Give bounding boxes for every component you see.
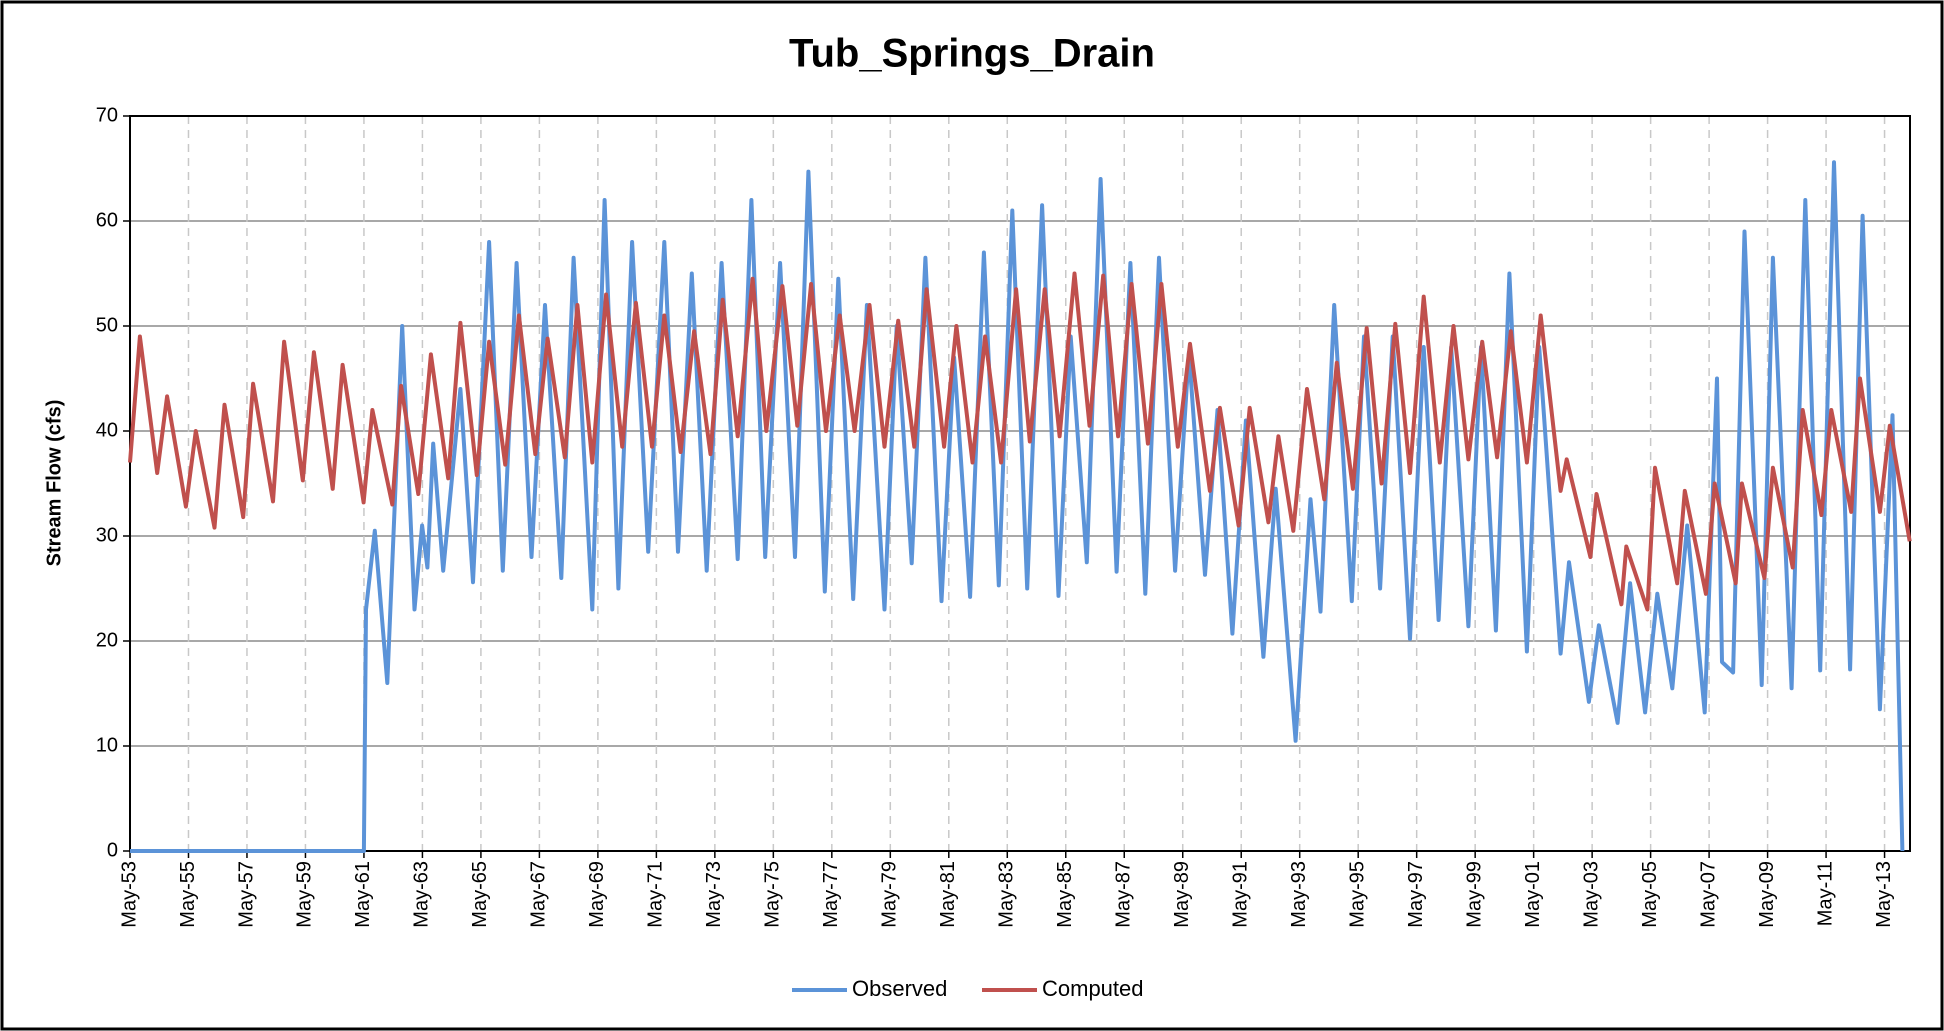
x-tick-label: May-11 [1814,861,1836,926]
y-tick-label: 40 [96,419,118,441]
x-tick-label: May-79 [879,861,901,928]
x-tick-label: May-05 [1639,861,1661,928]
x-tick-label: May-71 [645,861,667,928]
x-tick-label: May-09 [1756,861,1778,928]
x-tick-label: May-85 [1054,861,1076,928]
x-tick-label: May-81 [937,861,959,928]
x-tick-label: May-93 [1288,861,1310,928]
y-tick-label: 20 [96,629,118,651]
y-tick-label: 60 [96,209,118,231]
x-tick-label: May-01 [1522,861,1544,928]
y-tick-label: 70 [96,104,118,126]
x-tick-label: May-69 [586,861,608,928]
x-tick-label: May-55 [177,861,199,928]
legend-label: Observed [852,976,947,1001]
data-line [128,271,1912,612]
x-tick-label: May-59 [294,861,316,928]
x-tick-label: May-63 [411,861,433,928]
legend-label: Computed [1042,976,1144,1001]
x-tick-label: May-07 [1697,861,1719,928]
y-axis-label: Stream Flow (cfs) [43,400,65,567]
x-tick-label: May-95 [1346,861,1368,928]
x-tick-label: May-89 [1171,861,1193,928]
x-tick-label: May-13 [1873,861,1895,928]
y-tick-label: 50 [96,314,118,336]
y-tick-label: 30 [96,524,118,546]
plot-frame [129,115,1911,852]
x-tick-label: May-91 [1230,861,1252,928]
x-tick-label: May-97 [1405,861,1427,928]
x-tick-label: May-99 [1463,861,1485,928]
x-tick-label: May-87 [1113,861,1135,928]
x-tick-label: May-61 [352,861,374,928]
x-tick-label: May-83 [996,861,1018,928]
x-tick-label: May-65 [469,861,491,928]
x-tick-label: May-73 [703,861,725,928]
x-tick-label: May-67 [528,861,550,928]
x-tick-label: May-03 [1580,861,1602,928]
y-tick-label: 10 [96,734,118,756]
y-tick-label: 0 [107,839,118,861]
x-tick-label: May-77 [820,861,842,928]
x-tick-label: May-53 [118,861,140,928]
x-tick-label: May-57 [235,861,257,928]
x-tick-label: May-75 [762,861,784,928]
chart-title: Tub_Springs_Drain [789,32,1155,76]
